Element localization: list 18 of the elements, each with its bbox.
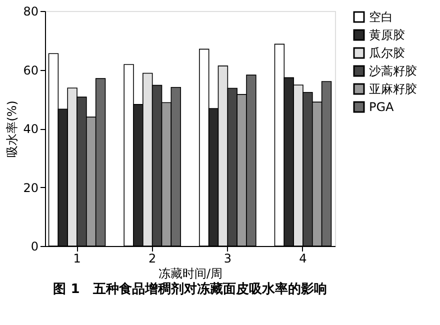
- legend-label: 亚麻籽胶: [369, 82, 417, 96]
- x-tick-label: 2: [148, 252, 156, 266]
- y-axis-title: 吸水率(%): [5, 100, 20, 158]
- y-tick-label: 80: [23, 4, 38, 18]
- x-tick-label: 3: [224, 252, 232, 266]
- x-tick-label: 4: [299, 252, 307, 266]
- y-tick-label: 0: [30, 240, 38, 254]
- y-tick-label: 40: [23, 122, 38, 136]
- legend-label: 瓜尔胶: [369, 46, 405, 60]
- legend-label: 黄原胶: [369, 28, 405, 42]
- y-tick-label: 20: [23, 180, 38, 195]
- x-axis-title: 冻藏时间/周: [158, 266, 223, 280]
- legend-label: 沙蒿籽胶: [369, 64, 417, 78]
- x-tick-label: 1: [73, 252, 81, 266]
- y-tick-label: 60: [23, 63, 38, 78]
- text: 图 1 五种食品增稠剂对冻藏面皮吸水率的影响: [53, 281, 327, 297]
- legend-label: PGA: [369, 100, 395, 114]
- legend-label: 空白: [369, 10, 393, 24]
